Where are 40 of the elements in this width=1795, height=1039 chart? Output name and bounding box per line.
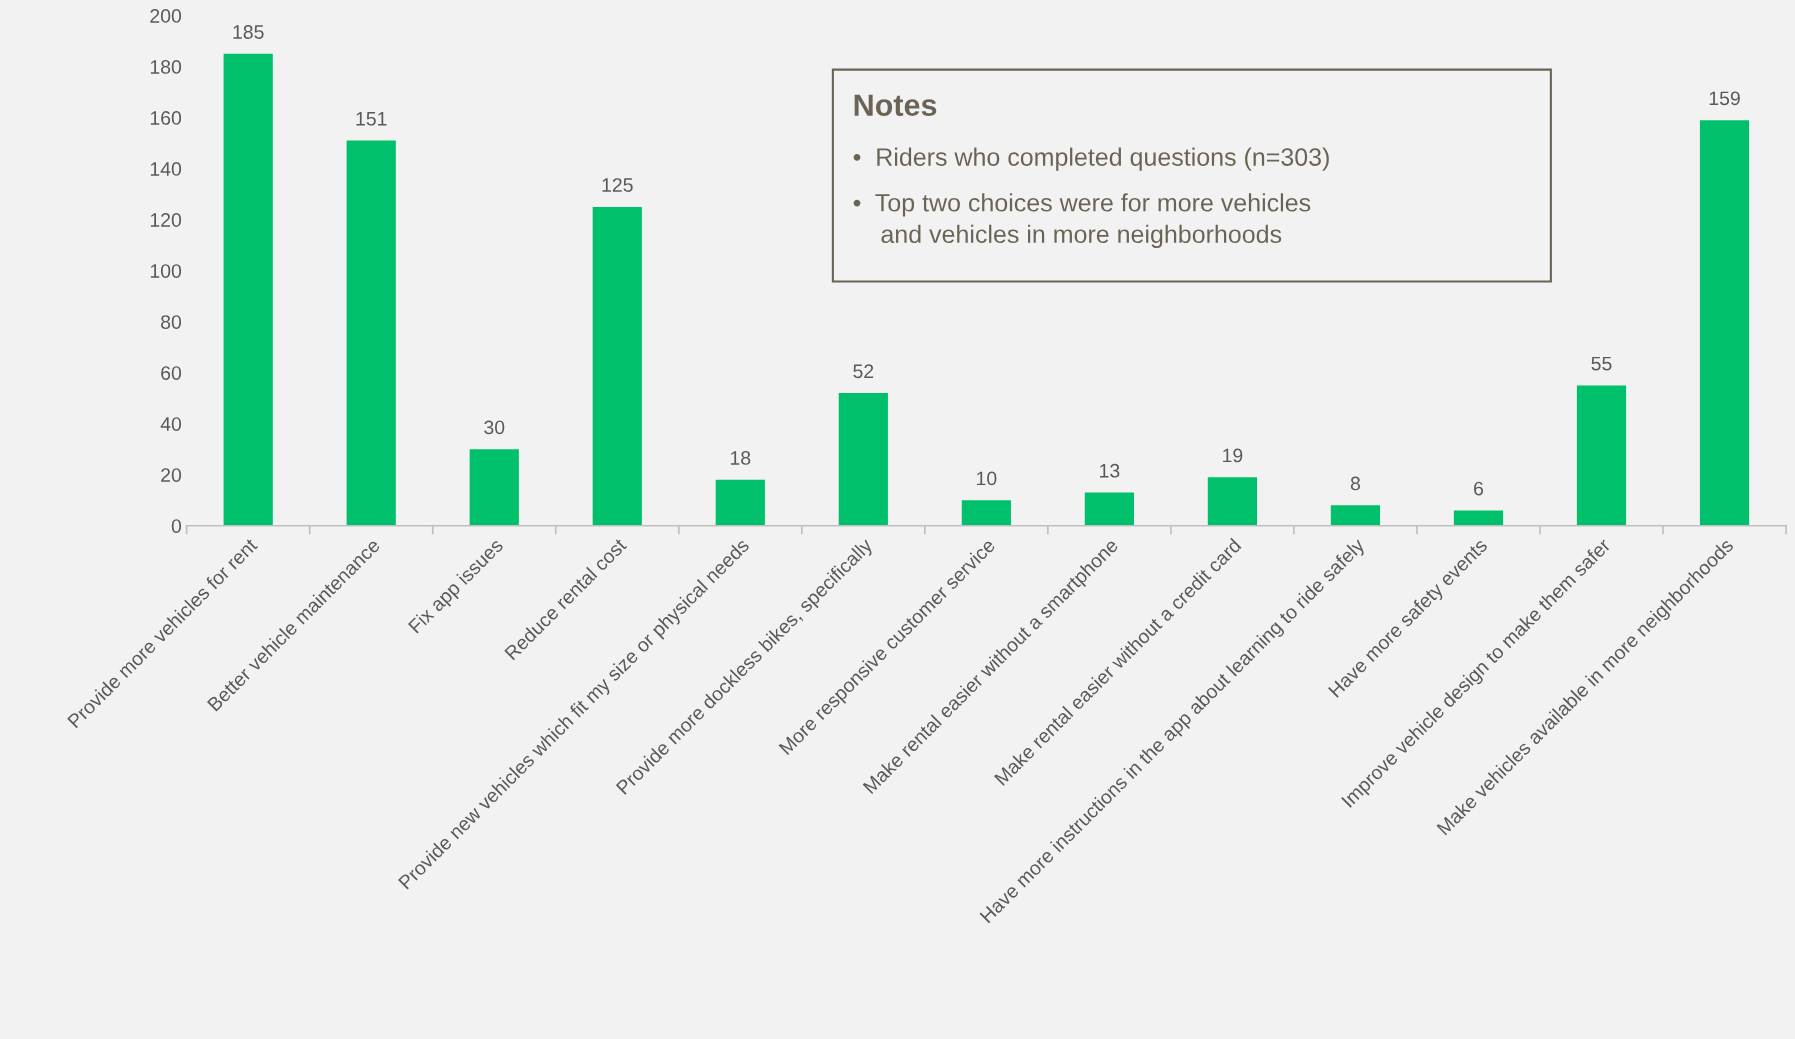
data-label: 52 [853,364,874,379]
data-label: 151 [356,112,387,126]
bar [838,393,888,526]
data-label: 6 [1474,481,1484,496]
y-tick-label: 20 [161,468,182,482]
data-label: 125 [602,178,633,192]
y-tick-label: 80 [161,315,182,329]
data-label: 19 [1223,448,1243,463]
annotation: • Riders who completed questions (n=303) [853,147,1329,171]
bar [1576,385,1627,526]
y-tick-label: 160 [150,111,182,125]
data-label: 55 [1591,356,1612,371]
bar [1699,120,1750,526]
bar [223,53,273,526]
bar [1084,492,1134,526]
bar [715,479,765,526]
y-tick-label: 60 [161,366,182,380]
data-label: 13 [1100,463,1120,478]
bar [592,206,642,526]
bar [1207,477,1258,526]
annotation: Notes [854,94,937,116]
y-tick-label: 40 [160,417,182,431]
y-tick-label: 100 [150,264,182,278]
y-tick-label: 0 [171,519,182,533]
data-label: 159 [1709,91,1740,106]
y-tick-label: 200 [150,9,182,23]
data-label: 185 [233,25,264,39]
y-tick-label: 120 [150,213,182,227]
bar [961,500,1011,526]
data-label: 10 [977,471,997,486]
y-tick-label: 180 [150,60,182,74]
bar [346,140,396,526]
bar [1330,505,1381,526]
y-tick-label: 140 [150,162,182,176]
annotation: • Top two choices were for more vehicles and vehicles in more neighborhoods [853,193,1311,249]
bar [1453,510,1504,526]
bar [469,449,519,526]
data-label: 8 [1350,476,1360,491]
data-label: 30 [484,420,505,435]
data-label: 18 [730,451,751,465]
